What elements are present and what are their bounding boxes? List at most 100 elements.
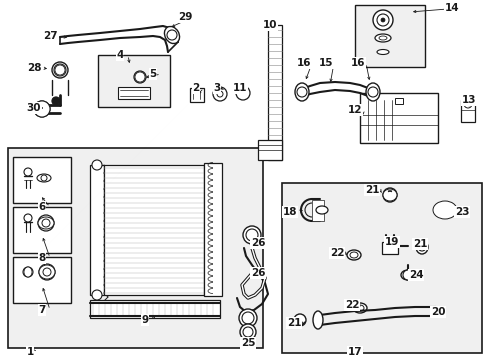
Circle shape [293, 314, 305, 326]
Bar [104, 165, 203, 295]
Text: 11: 11 [232, 83, 247, 93]
Bar [203, 163, 222, 296]
Bar [13, 207, 71, 253]
Ellipse shape [52, 62, 68, 78]
Text: 12: 12 [347, 105, 362, 115]
Circle shape [23, 267, 33, 277]
Bar [13, 257, 71, 303]
Circle shape [367, 87, 377, 97]
Bar [190, 88, 203, 102]
Text: 26: 26 [250, 268, 264, 278]
Circle shape [296, 87, 306, 97]
Ellipse shape [415, 240, 427, 254]
Text: 2: 2 [192, 83, 199, 93]
Text: 21: 21 [412, 239, 427, 249]
Circle shape [236, 86, 249, 100]
Circle shape [436, 202, 452, 218]
Text: 24: 24 [408, 270, 423, 280]
Bar [258, 140, 282, 160]
Text: 6: 6 [38, 202, 45, 212]
Ellipse shape [374, 34, 390, 42]
Bar [13, 157, 71, 203]
Ellipse shape [365, 83, 379, 101]
Text: 30: 30 [27, 103, 41, 113]
Ellipse shape [315, 206, 327, 214]
Ellipse shape [34, 101, 50, 117]
Text: 23: 23 [454, 207, 468, 217]
Text: 20: 20 [430, 307, 445, 317]
Ellipse shape [352, 303, 366, 313]
Circle shape [217, 91, 223, 97]
Circle shape [245, 229, 258, 241]
Bar [282, 183, 481, 353]
Ellipse shape [434, 203, 454, 217]
Ellipse shape [135, 72, 145, 82]
Circle shape [24, 168, 32, 176]
Circle shape [243, 327, 252, 337]
Ellipse shape [355, 305, 363, 311]
Circle shape [41, 175, 47, 181]
Ellipse shape [243, 226, 261, 244]
Bar [354, 5, 424, 67]
Bar [311, 200, 324, 221]
Text: 16: 16 [296, 58, 311, 68]
Text: 27: 27 [42, 31, 57, 41]
Bar [118, 87, 150, 99]
Circle shape [92, 290, 102, 300]
Text: 28: 28 [27, 63, 41, 73]
Circle shape [167, 30, 177, 40]
Ellipse shape [294, 83, 308, 101]
Ellipse shape [400, 270, 414, 280]
Ellipse shape [38, 217, 54, 229]
Text: 21: 21 [364, 185, 379, 195]
Text: 25: 25 [240, 338, 255, 348]
Circle shape [38, 215, 54, 231]
Circle shape [417, 243, 425, 251]
Ellipse shape [346, 250, 360, 260]
Circle shape [380, 18, 384, 22]
Ellipse shape [376, 49, 388, 54]
Ellipse shape [382, 189, 396, 201]
Text: 14: 14 [444, 3, 458, 13]
Circle shape [372, 10, 392, 30]
Ellipse shape [432, 201, 456, 219]
Bar [90, 165, 104, 295]
Circle shape [440, 206, 448, 214]
Text: 13: 13 [461, 95, 475, 105]
Text: 29: 29 [178, 12, 192, 22]
Text: 7: 7 [38, 305, 45, 315]
Ellipse shape [24, 267, 32, 277]
Text: 18: 18 [282, 207, 297, 217]
Circle shape [134, 71, 146, 83]
Circle shape [42, 219, 50, 227]
Ellipse shape [164, 26, 179, 44]
Ellipse shape [55, 65, 65, 75]
Circle shape [52, 97, 60, 105]
Circle shape [213, 87, 226, 101]
Text: 19: 19 [384, 237, 398, 247]
Circle shape [242, 312, 253, 324]
Bar [381, 242, 397, 254]
Text: 21: 21 [286, 318, 301, 328]
Bar [8, 148, 263, 348]
Circle shape [376, 14, 388, 26]
Ellipse shape [349, 252, 357, 258]
Bar [359, 93, 437, 143]
Bar [90, 300, 220, 318]
Bar [267, 25, 282, 160]
Circle shape [54, 64, 66, 76]
Ellipse shape [240, 324, 256, 340]
Text: 15: 15 [318, 58, 332, 68]
Ellipse shape [312, 311, 323, 329]
Circle shape [24, 214, 32, 222]
Text: 4: 4 [116, 50, 123, 60]
Circle shape [43, 268, 51, 276]
Text: 22: 22 [344, 300, 359, 310]
Ellipse shape [37, 174, 51, 182]
Text: 8: 8 [38, 253, 45, 263]
Circle shape [92, 160, 102, 170]
Text: 3: 3 [213, 83, 220, 93]
Bar [98, 55, 170, 107]
Ellipse shape [463, 100, 471, 108]
Ellipse shape [239, 309, 257, 327]
